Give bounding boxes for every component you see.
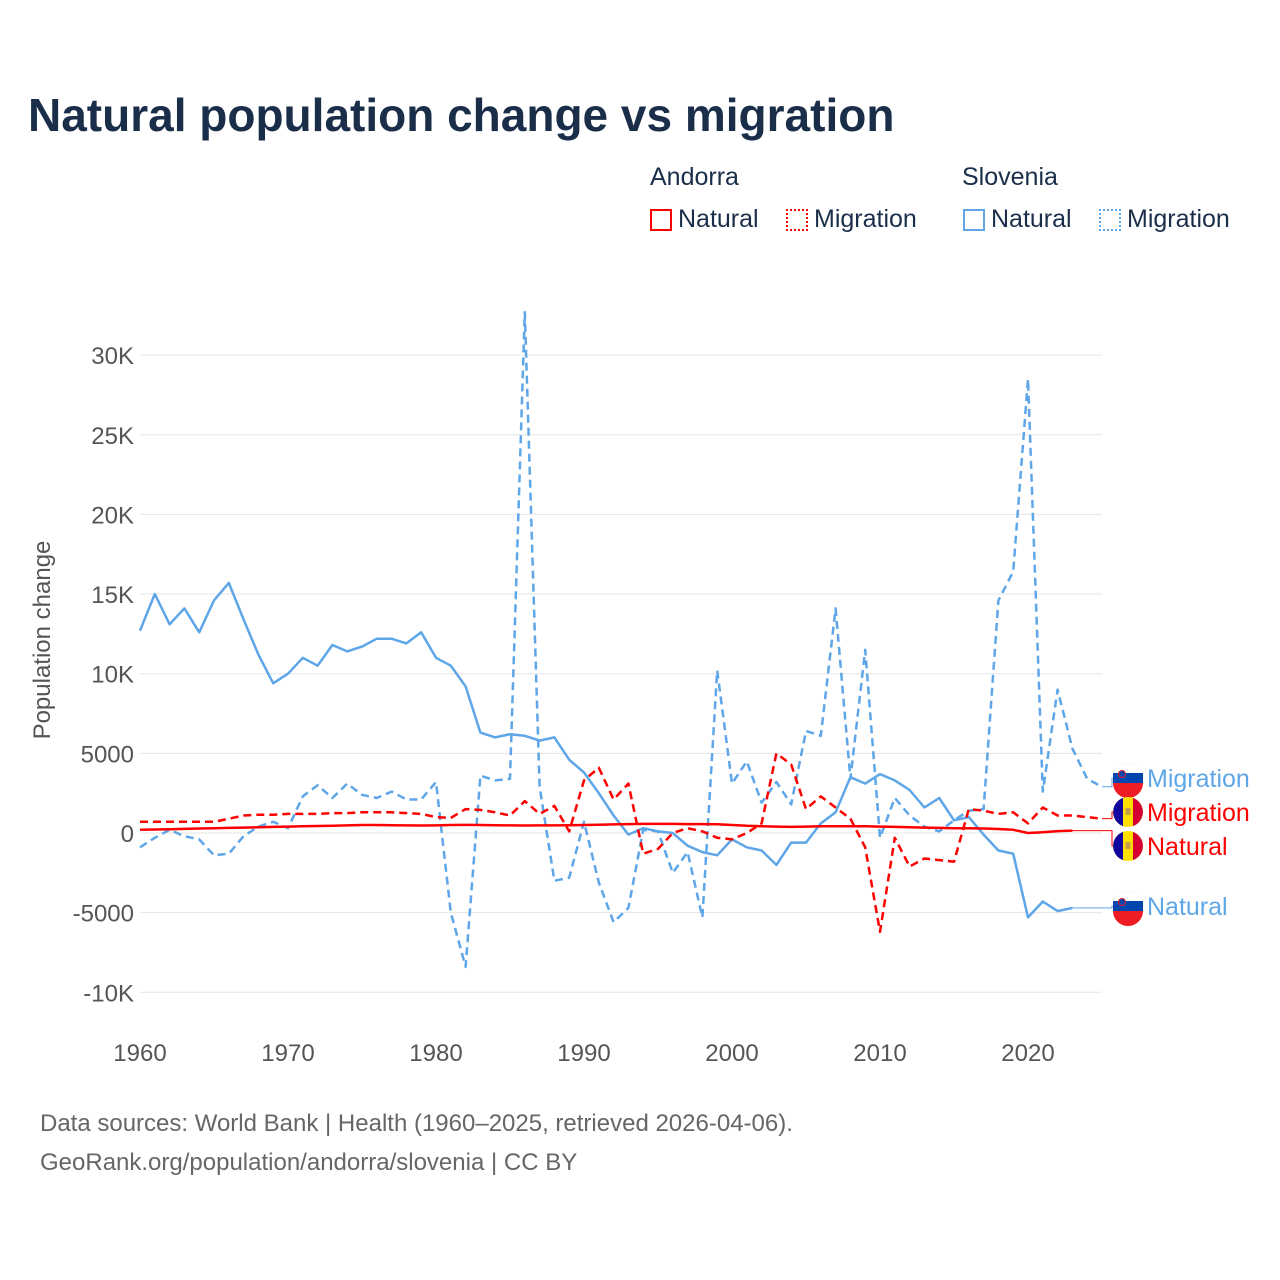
x-tick-label: 2000: [705, 1040, 758, 1067]
flag-emblem: [1125, 842, 1131, 849]
legend-slovenia-natural[interactable]: Natural: [963, 205, 1072, 234]
legend-swatch-dotted-icon: [1099, 208, 1121, 231]
footer-source: Data sources: World Bank | Health (1960–…: [40, 1110, 793, 1137]
footer-link[interactable]: GeoRank.org/population/andorra/slovenia …: [40, 1149, 578, 1176]
y-tick-label: 15K: [91, 582, 134, 609]
x-tick-label: 1980: [409, 1040, 462, 1067]
flag-blue-band: [1113, 773, 1143, 783]
x-tick-label: 1990: [557, 1040, 610, 1067]
y-tick-label: -5000: [73, 901, 134, 928]
flag-red-band: [1113, 911, 1143, 926]
flag-red-band: [1133, 797, 1143, 827]
x-tick-label: 1960: [113, 1040, 166, 1067]
flag-red-band: [1113, 783, 1143, 798]
series-line-andorra-migration: [140, 752, 1103, 934]
x-tick-label: 2020: [1001, 1040, 1054, 1067]
x-tick-label: 1970: [261, 1040, 314, 1067]
y-tick-label: 5000: [81, 741, 134, 768]
legend-label: Natural: [991, 205, 1072, 233]
legend-andorra-migration[interactable]: Migration: [786, 205, 917, 234]
legend-swatch-dotted-icon: [786, 208, 808, 231]
flag-blue-band: [1113, 901, 1143, 911]
chart-title: Natural population change vs migration: [28, 89, 895, 141]
flag-emblem: [1118, 770, 1126, 778]
legend-andorra-natural[interactable]: Natural: [650, 205, 759, 234]
x-tick-label: 2010: [853, 1040, 906, 1067]
legend-label: Natural: [678, 205, 759, 233]
flag-emblem: [1118, 898, 1126, 906]
label-connector: [1072, 905, 1114, 909]
legend-group-slovenia: Slovenia: [962, 163, 1058, 191]
flag-emblem: [1125, 808, 1131, 815]
series-line-slovenia-migration: [139, 310, 1103, 969]
end-label-slovenia-migration: Migration: [1147, 765, 1250, 793]
legend-swatch-solid-icon: [963, 208, 985, 231]
series-line-andorra-natural: [139, 822, 1073, 835]
label-connector: [1102, 811, 1114, 820]
y-tick-label: 10K: [91, 662, 134, 689]
y-axis-label: Population change: [29, 541, 56, 740]
series-line-slovenia-natural: [138, 581, 1073, 919]
y-tick-label: 25K: [91, 423, 134, 450]
flag-blue-band: [1113, 831, 1123, 861]
legend-slovenia-migration[interactable]: Migration: [1099, 205, 1230, 234]
legend-label: Migration: [1127, 205, 1230, 233]
legend-swatch-solid-icon: [650, 208, 672, 231]
end-label-andorra-migration: Migration: [1147, 799, 1250, 827]
legend-group-andorra: Andorra: [650, 163, 739, 191]
flag-red-band: [1133, 831, 1143, 861]
y-tick-label: 30K: [91, 343, 134, 370]
y-tick-label: -10K: [83, 980, 134, 1007]
label-connector: [1102, 777, 1114, 788]
y-tick-label: 20K: [91, 502, 134, 529]
end-label-slovenia-natural: Natural: [1147, 893, 1228, 921]
legend-label: Migration: [814, 205, 917, 233]
end-label-andorra-natural: Natural: [1147, 833, 1228, 861]
y-tick-label: 0: [121, 821, 134, 848]
flag-blue-band: [1113, 797, 1123, 827]
